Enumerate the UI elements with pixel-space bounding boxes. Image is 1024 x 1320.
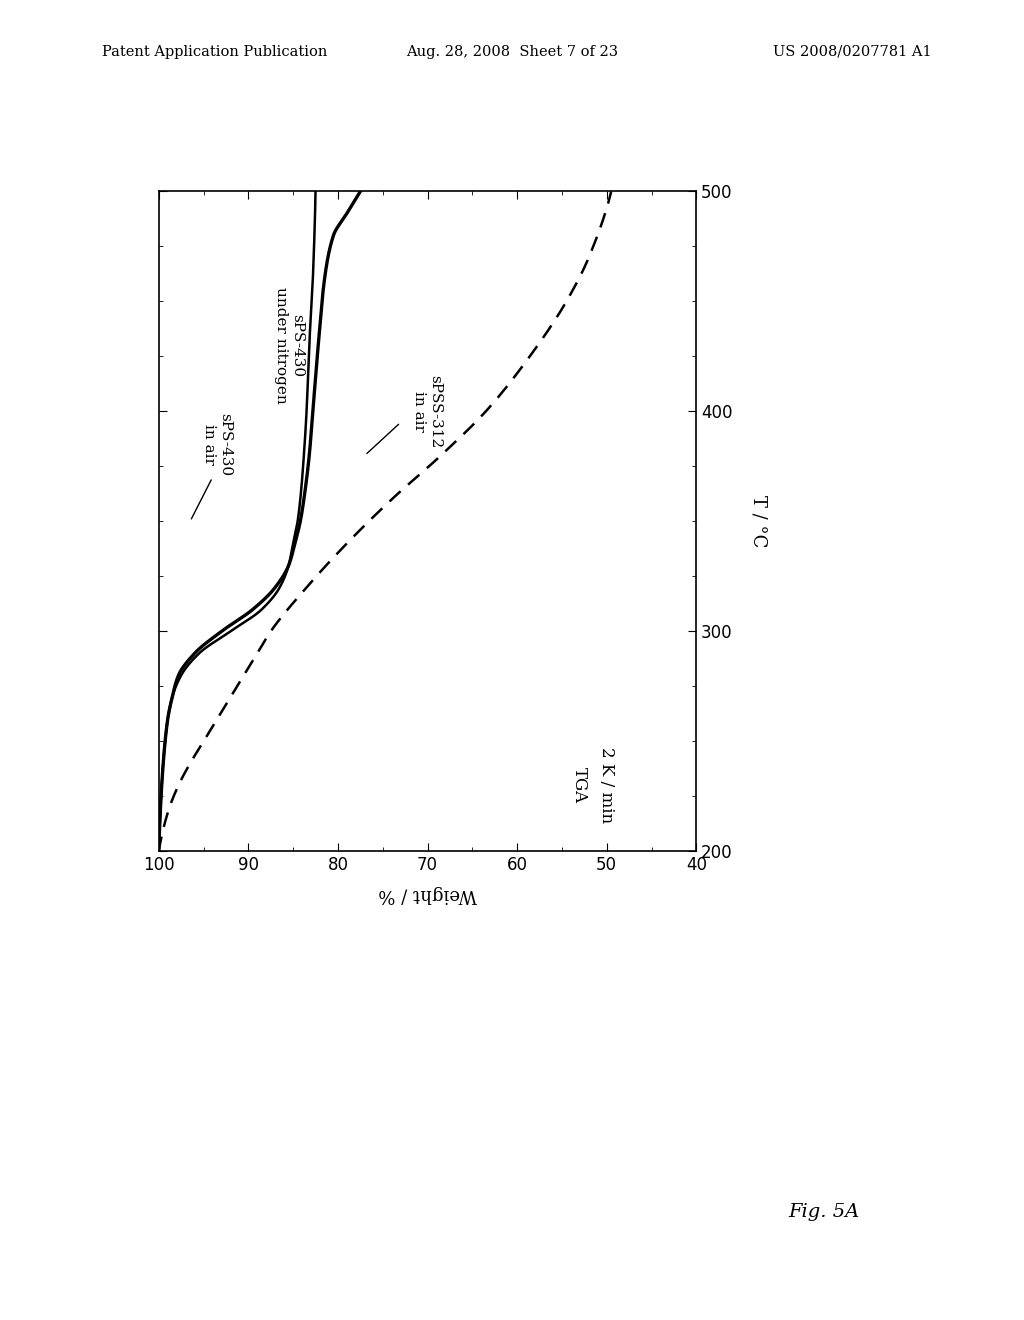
Text: Patent Application Publication: Patent Application Publication <box>102 45 328 59</box>
Text: sPS-430
in air: sPS-430 in air <box>202 413 232 477</box>
Text: Aug. 28, 2008  Sheet 7 of 23: Aug. 28, 2008 Sheet 7 of 23 <box>406 45 618 59</box>
Text: sPSS-312
in air: sPSS-312 in air <box>413 375 442 447</box>
Text: US 2008/0207781 A1: US 2008/0207781 A1 <box>773 45 932 59</box>
Y-axis label: T / °C: T / °C <box>750 495 767 548</box>
Text: sPS-430
under nitrogen: sPS-430 under nitrogen <box>273 286 304 404</box>
Text: 2 K / min: 2 K / min <box>598 747 615 824</box>
Text: Fig. 5A: Fig. 5A <box>788 1203 860 1221</box>
X-axis label: Weight / %: Weight / % <box>378 886 477 903</box>
Text: TGA: TGA <box>571 767 589 804</box>
